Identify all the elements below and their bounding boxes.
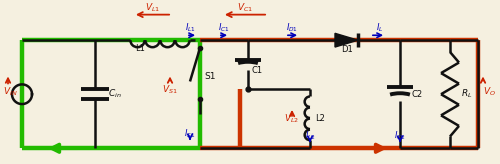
Text: D1: D1 bbox=[340, 45, 352, 54]
Text: $V_{L2}$: $V_{L2}$ bbox=[284, 113, 300, 125]
Text: $V_{L1}$: $V_{L1}$ bbox=[146, 2, 160, 14]
Text: L1: L1 bbox=[135, 44, 145, 53]
Text: $V_{IN}$: $V_{IN}$ bbox=[3, 85, 18, 98]
Text: $R_L$: $R_L$ bbox=[461, 88, 472, 101]
Text: $I_{C1}$: $I_{C1}$ bbox=[218, 21, 230, 34]
Text: $I_{L1}$: $I_{L1}$ bbox=[184, 21, 196, 34]
Text: C1: C1 bbox=[252, 66, 263, 75]
Text: $I_{D1}$: $I_{D1}$ bbox=[286, 21, 298, 34]
Text: $C_{in}$: $C_{in}$ bbox=[108, 88, 122, 101]
Text: C2: C2 bbox=[412, 90, 423, 99]
Text: $V_{S1}$: $V_{S1}$ bbox=[162, 83, 178, 96]
Text: $V_{C1}$: $V_{C1}$ bbox=[237, 2, 253, 14]
Text: S1: S1 bbox=[204, 72, 216, 81]
Text: $I_L$: $I_L$ bbox=[376, 21, 384, 34]
Text: $V_O$: $V_O$ bbox=[483, 85, 496, 98]
Text: $I_{C2}$: $I_{C2}$ bbox=[394, 129, 406, 142]
Text: L2: L2 bbox=[315, 114, 325, 123]
Text: $I_{S1}$: $I_{S1}$ bbox=[184, 127, 196, 140]
Text: $I_{L2}$: $I_{L2}$ bbox=[304, 129, 316, 142]
Polygon shape bbox=[335, 33, 358, 47]
